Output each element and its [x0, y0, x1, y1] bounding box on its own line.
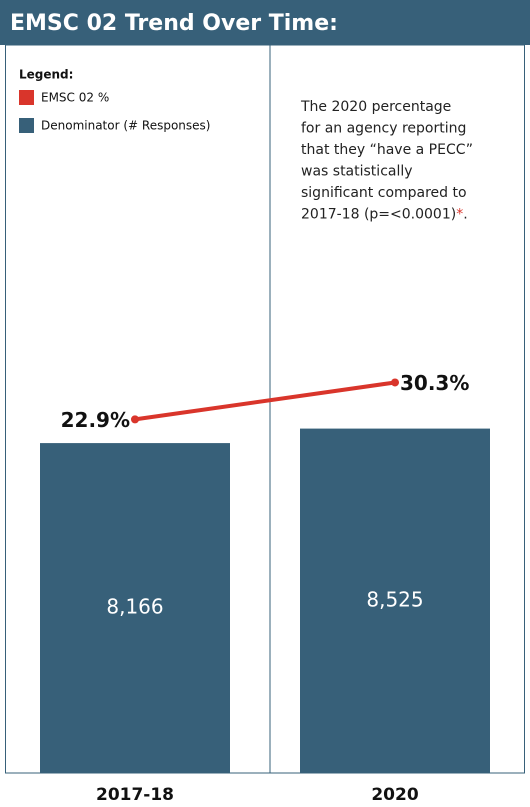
line-value-label: 22.9%	[61, 408, 130, 432]
chart-title: EMSC 02 Trend Over Time:	[10, 11, 338, 36]
legend-swatch	[19, 118, 34, 133]
annotation-line: that they “have a PECC”	[301, 142, 473, 158]
legend: EMSC 02 % Denominator (# Responses)	[19, 90, 210, 133]
header-bar	[0, 0, 530, 45]
line-point	[391, 378, 399, 387]
bar	[300, 428, 490, 773]
bar-value-label: 8,166	[106, 595, 163, 619]
annotation-asterisk: *	[456, 207, 463, 223]
line-value-label: 30.3%	[400, 371, 469, 395]
line-point	[131, 415, 139, 424]
annotation: The 2020 percentage for an agency reporti…	[300, 99, 473, 223]
annotation-line: The 2020 percentage	[300, 99, 451, 115]
x-tick-label: 2017-18	[96, 785, 174, 803]
bar-value-label: 8,525	[366, 587, 423, 611]
legend-label: Denominator (# Responses)	[41, 119, 210, 133]
x-tick-label: 2020	[371, 785, 418, 803]
line	[134, 380, 396, 422]
annotation-line: significant compared to	[301, 185, 467, 201]
legend-title: Legend:	[19, 68, 73, 82]
annotation-end: .	[463, 207, 467, 223]
bar	[40, 443, 230, 773]
legend-swatch	[19, 90, 34, 105]
legend-label: EMSC 02 %	[41, 91, 109, 105]
annotation-line: 2017-18 (p=<0.0001)	[301, 207, 456, 223]
annotation-line: for an agency reporting	[301, 121, 466, 137]
annotation-line: was statistically	[301, 164, 413, 180]
panel-border	[5, 44, 525, 774]
